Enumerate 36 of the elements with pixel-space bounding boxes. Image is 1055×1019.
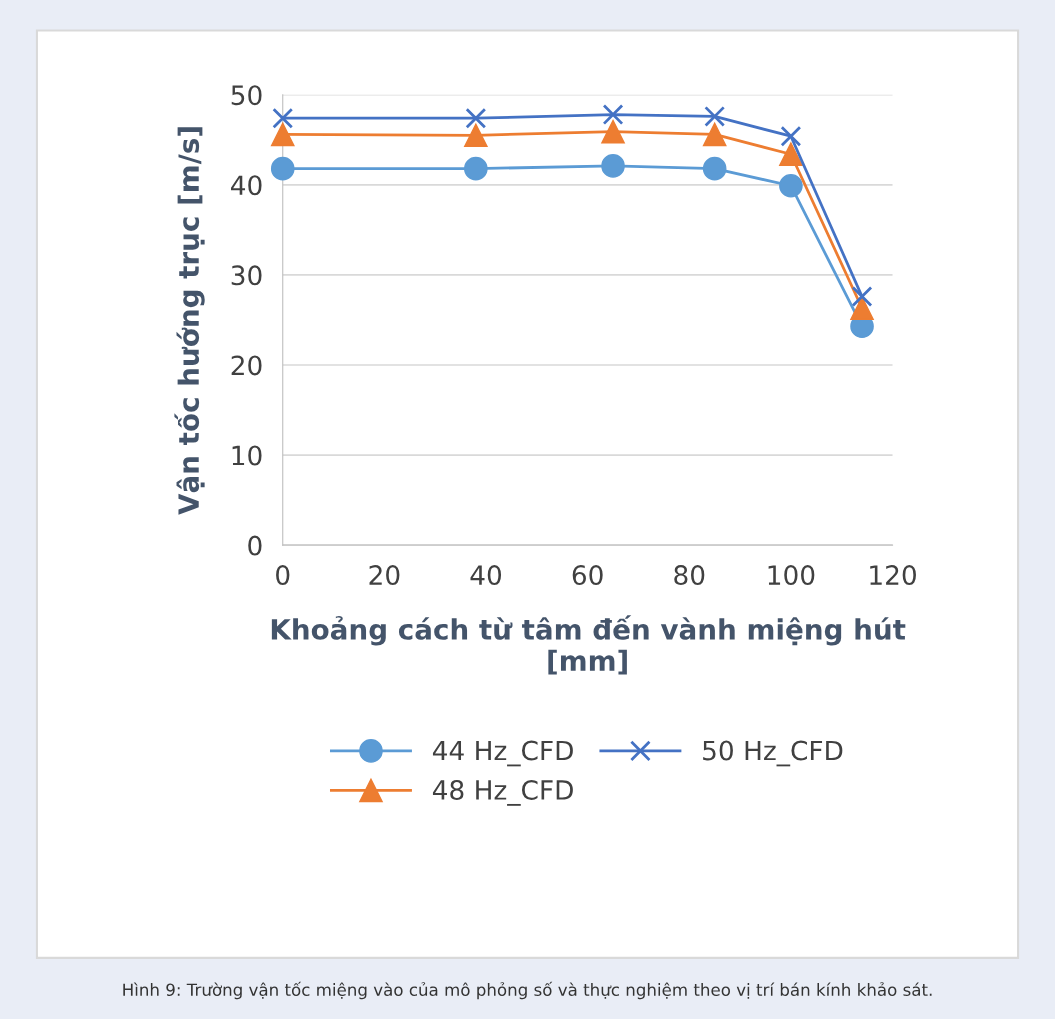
legend-label: 44 Hz_CFD	[432, 740, 573, 767]
point	[780, 125, 802, 147]
point	[270, 122, 295, 147]
point	[851, 286, 873, 307]
point	[702, 156, 727, 181]
legend-label: 48 Hz_CFD	[432, 780, 573, 806]
x-tick-label: 80	[674, 565, 705, 586]
x-tick-label: 40	[470, 565, 502, 586]
y-tick-label: 20	[231, 355, 262, 376]
point	[272, 107, 294, 129]
point	[601, 154, 625, 178]
x-tick-label: 120	[870, 565, 916, 586]
x-tick-label: 60	[572, 565, 603, 586]
point	[704, 105, 726, 127]
legend-label: 50 Hz_CFD	[703, 740, 843, 767]
point	[465, 107, 487, 129]
x-tick-label: 20	[369, 565, 400, 586]
text: Hình 9: Trường vận tốc miệng vào của mô phỏng số và thực nghiệm theo vị trí bán kính khảo sát.	[123, 981, 932, 1000]
point	[850, 296, 874, 321]
point	[779, 173, 803, 198]
point	[779, 142, 803, 167]
x-tick-label: 0	[276, 565, 290, 586]
point	[270, 156, 295, 181]
x-tick-label: 100	[768, 565, 815, 586]
y-tick-label: 40	[231, 175, 262, 196]
point	[702, 122, 727, 147]
point	[464, 123, 488, 148]
y-tick-label: 10	[232, 445, 262, 466]
y-axis-title: Vận tốc hướng trục [m/s]	[174, 127, 205, 515]
point	[602, 104, 624, 125]
y-tick-label: 30	[231, 265, 262, 286]
y-tick-label: 0	[248, 535, 262, 556]
y-tick-label: 50	[231, 85, 262, 106]
x-axis-title: Khoảng cách từ tâm đến vành miệng hút [mm]	[271, 615, 906, 675]
point	[601, 119, 625, 144]
point	[464, 156, 488, 181]
